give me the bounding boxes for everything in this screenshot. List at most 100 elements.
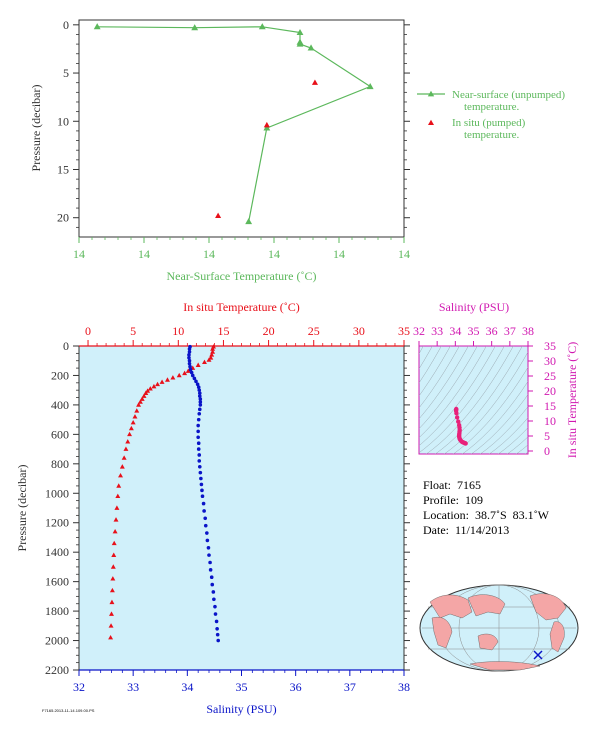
salinity-point — [215, 626, 219, 631]
salinity-tick-label: 36 — [290, 680, 302, 694]
temperature-point — [209, 352, 215, 357]
temperature-point — [141, 393, 147, 398]
ts-contour — [434, 346, 523, 454]
temperature-point — [114, 505, 120, 510]
temperature-point — [128, 425, 134, 431]
salinity-point — [215, 632, 220, 637]
ts-salinity-tick-label: 33 — [431, 324, 443, 338]
in-situ-point — [311, 79, 318, 85]
top-x-axis-label: Near-Surface Temperature (˚C) — [167, 269, 317, 283]
temperature-point — [108, 623, 114, 628]
temperature-point — [110, 576, 116, 581]
salinity-point — [203, 516, 208, 521]
profile-salinity-axis-label: Salinity (PSU) — [206, 702, 276, 716]
temperature-point — [210, 349, 216, 354]
ts-contour — [425, 346, 514, 454]
salinity-point — [197, 391, 202, 395]
temperature-point — [155, 381, 161, 387]
salinity-point — [210, 582, 215, 587]
ts-salinity-tick-label: 36 — [486, 324, 498, 338]
ts-temperature-tick-label: 35 — [544, 339, 556, 353]
ts-contour — [419, 346, 505, 454]
location-label: Location: — [423, 508, 469, 522]
ts-contour — [527, 326, 601, 459]
legend-marker-in-situ — [428, 119, 434, 125]
ts-contour — [461, 380, 528, 454]
temperature-tick-label: 35 — [398, 324, 410, 338]
ts-contour — [419, 346, 442, 384]
ts-salinity-tick-label: 35 — [468, 324, 480, 338]
salinity-point — [205, 531, 209, 535]
salinity-point — [197, 394, 202, 398]
pressure-tick-label: 0 — [63, 339, 69, 353]
salinity-tick-label: 35 — [236, 680, 248, 694]
top-y-tick-label: 10 — [57, 114, 69, 128]
temperature-point — [113, 517, 119, 522]
top-y-tick-label: 15 — [57, 162, 69, 176]
ts-contour — [515, 444, 528, 454]
temperature-point — [115, 493, 121, 499]
ts-temperature-tick-label: 0 — [544, 444, 550, 458]
top-y-axis-label: Pressure (decibar) — [29, 85, 43, 172]
salinity-point — [192, 376, 197, 381]
salinity-point — [201, 501, 206, 506]
temperature-point — [127, 431, 133, 437]
salinity-point — [187, 355, 191, 360]
ts-point — [454, 411, 459, 416]
temperature-tick-label: 15 — [217, 324, 229, 338]
temperature-point — [176, 372, 182, 378]
float-row: Float: 7165 — [423, 478, 549, 493]
salinity-point — [198, 470, 203, 475]
location-row: Location: 38.7˚S 83.1˚W — [423, 508, 549, 523]
top-series-layer — [93, 23, 374, 225]
legend-near-surface-line1: Near-surface (unpumped) — [452, 89, 565, 101]
top-x-tick-label: 14 — [398, 247, 410, 261]
location-value: 38.7˚S 83.1˚W — [474, 508, 549, 522]
temperature-point — [116, 483, 122, 488]
ts-temperature-axis-label: In situ Temperature (˚C) — [565, 342, 579, 459]
temperature-point — [202, 359, 207, 365]
profile-pressure-axis-label: Pressure (decibar) — [15, 465, 29, 552]
ts-plot-frame — [418, 345, 529, 455]
temperature-point — [137, 399, 143, 404]
near-surface-point — [191, 24, 199, 31]
salinity-point — [196, 385, 201, 390]
ts-temperature-tick-label: 5 — [544, 429, 550, 443]
temperature-point — [110, 564, 116, 569]
top-axis-ticks: 0 5 10 15 20 14 14 14 14 14 14 — [57, 18, 410, 261]
salinity-point — [202, 509, 206, 513]
ts-contour — [419, 346, 451, 397]
ts-contour — [479, 406, 528, 454]
ts-point — [456, 419, 461, 424]
ts-contour — [419, 346, 478, 430]
salinity-point — [209, 575, 214, 580]
pressure-tick-label: 600 — [51, 427, 69, 441]
profile-temperature-axis-label: In situ Temperature (˚C) — [183, 300, 300, 314]
world-map — [419, 584, 579, 672]
temperature-point — [108, 635, 114, 640]
salinity-point — [197, 464, 202, 469]
pressure-tick-label: 1800 — [45, 604, 69, 618]
salinity-point — [196, 441, 201, 446]
temperature-point — [112, 528, 118, 534]
top-y-tick-label: 20 — [57, 211, 69, 225]
temperature-tick-label: 5 — [130, 324, 136, 338]
ts-temperature-tick-label: 30 — [544, 354, 556, 368]
salinity-point — [187, 353, 191, 357]
temperature-point — [182, 370, 188, 376]
temperature-point — [125, 439, 131, 444]
salinity-point — [214, 619, 219, 624]
ts-contour — [419, 346, 469, 420]
salinity-point — [190, 373, 195, 378]
temperature-point — [111, 540, 117, 546]
salinity-point — [187, 347, 192, 351]
pressure-tick-label: 200 — [51, 368, 69, 382]
profile-chart: 0 5 10 15 20 25 30 35 32 33 34 35 36 37 38 0 200 400 600 80… — [15, 300, 410, 716]
ts-salinity-axis-label: Salinity (PSU) — [439, 300, 509, 314]
salinity-point — [208, 560, 212, 565]
temperature-point — [134, 408, 140, 413]
near-surface-point — [307, 44, 315, 51]
pressure-tick-label: 1400 — [45, 545, 69, 559]
